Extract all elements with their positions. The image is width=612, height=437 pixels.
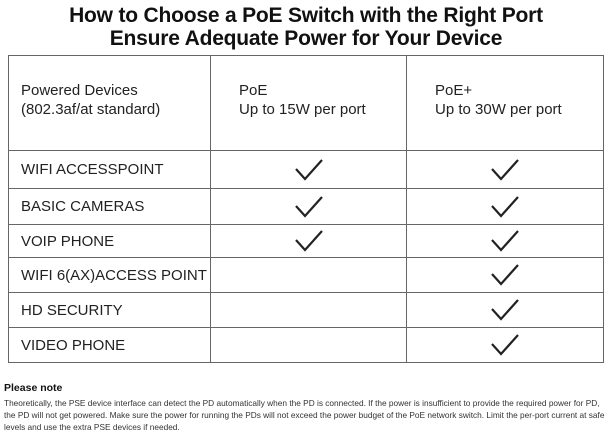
checkmark-icon bbox=[491, 264, 519, 286]
checkmark-icon bbox=[491, 299, 519, 321]
checkmark-icon bbox=[491, 334, 519, 356]
checkmark-icon bbox=[491, 158, 519, 181]
device-name: WIFI 6(AX)ACCESS POINT bbox=[8, 257, 211, 293]
checkmark-icon bbox=[491, 230, 519, 252]
poe-plus-cell bbox=[406, 327, 604, 363]
header-text: PoE+ bbox=[435, 82, 473, 99]
device-name: VIDEO PHONE bbox=[8, 327, 211, 363]
header-powered-devices: Powered Devices (802.3af/at standard) bbox=[8, 55, 211, 151]
device-name: WIFI ACCESSPOINT bbox=[8, 150, 211, 189]
table-header-row: Powered Devices (802.3af/at standard) PoE… bbox=[8, 55, 604, 151]
checkmark-icon bbox=[491, 195, 519, 218]
header-poe-plus: PoE+ Up to 30W per port bbox=[406, 55, 604, 151]
poe-plus-cell bbox=[406, 257, 604, 293]
note-section: Please note Theoretically, the PSE devic… bbox=[4, 382, 608, 433]
device-name: HD SECURITY bbox=[8, 292, 211, 328]
poe-cell bbox=[210, 257, 407, 293]
header-text: Powered Devices bbox=[21, 82, 138, 99]
header-subtext: (802.3af/at standard) bbox=[21, 101, 161, 118]
poe-plus-cell bbox=[406, 150, 604, 189]
note-heading: Please note bbox=[4, 382, 63, 394]
note-body: Theoretically, the PSE device interface … bbox=[4, 398, 605, 432]
poe-plus-cell bbox=[406, 292, 604, 328]
checkmark-icon bbox=[294, 230, 323, 252]
header-subtext: Up to 30W per port bbox=[435, 101, 562, 118]
poe-cell bbox=[210, 327, 407, 363]
page-title-line2: Ensure Adequate Power for Your Device bbox=[109, 27, 503, 50]
header-subtext: Up to 15W per port bbox=[239, 101, 366, 118]
poe-comparison-table: Powered Devices (802.3af/at standard) PoE… bbox=[8, 55, 604, 363]
header-poe: PoE Up to 15W per port bbox=[210, 55, 407, 151]
table-row: WIFI 6(AX)ACCESS POINT bbox=[8, 257, 604, 293]
device-name: VOIP PHONE bbox=[8, 224, 211, 258]
page-title-line1: How to Choose a PoE Switch with the Righ… bbox=[69, 4, 543, 27]
table-row: BASIC CAMERAS bbox=[8, 188, 604, 225]
poe-cell bbox=[210, 188, 407, 225]
poe-plus-cell bbox=[406, 188, 604, 225]
poe-cell bbox=[210, 292, 407, 328]
table-row: VIDEO PHONE bbox=[8, 327, 604, 363]
checkmark-icon bbox=[294, 158, 323, 181]
device-name: BASIC CAMERAS bbox=[8, 188, 211, 225]
poe-cell bbox=[210, 150, 407, 189]
table-row: WIFI ACCESSPOINT bbox=[8, 150, 604, 189]
table-row: HD SECURITY bbox=[8, 292, 604, 328]
table-row: VOIP PHONE bbox=[8, 224, 604, 258]
poe-plus-cell bbox=[406, 224, 604, 258]
header-text: PoE bbox=[239, 82, 268, 99]
poe-cell bbox=[210, 224, 407, 258]
checkmark-icon bbox=[294, 195, 323, 218]
